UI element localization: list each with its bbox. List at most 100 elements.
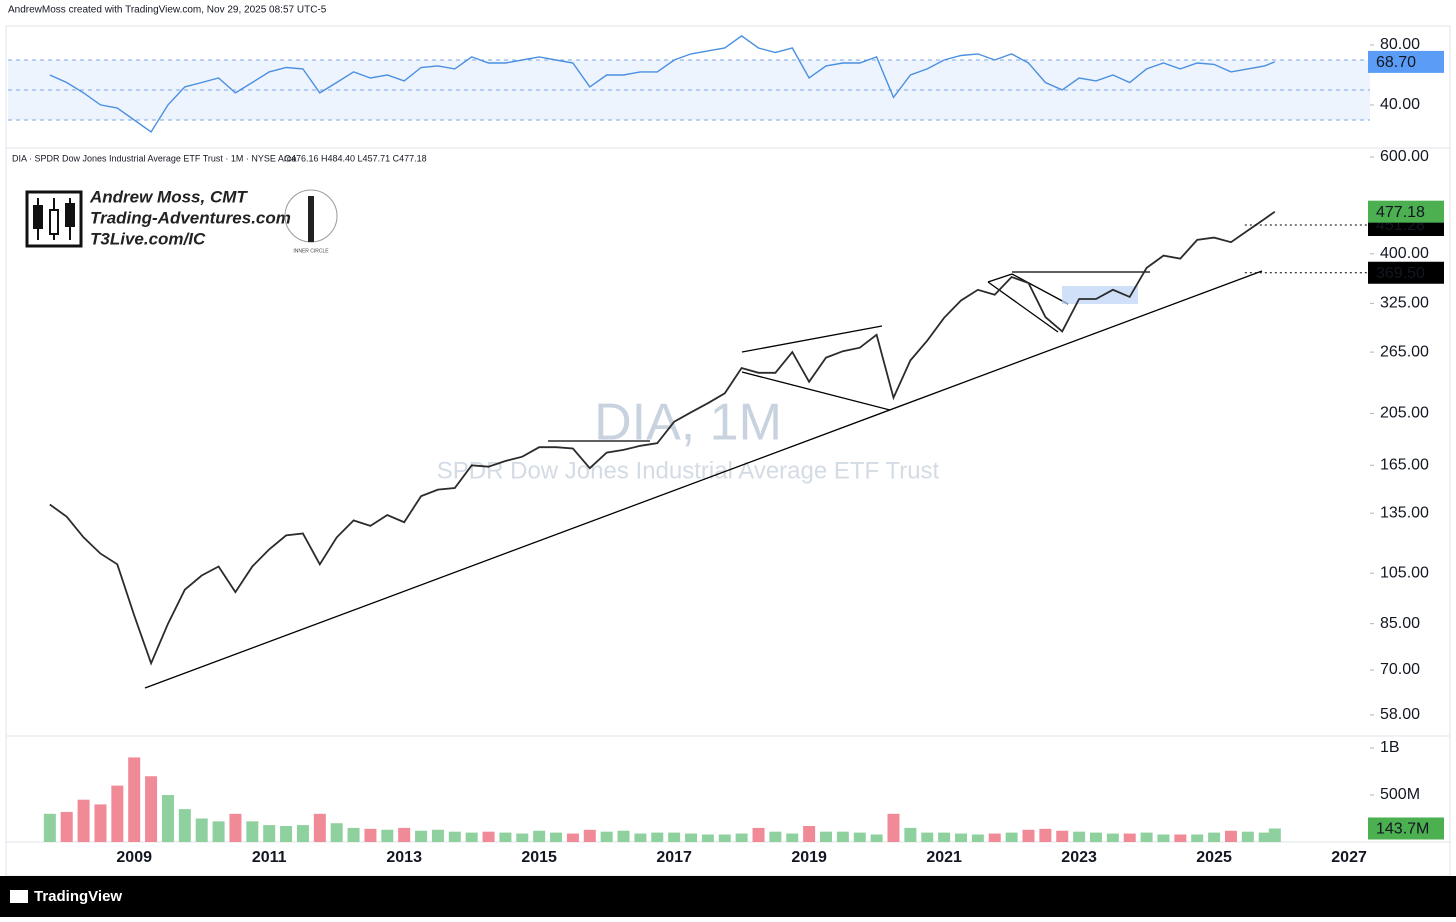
x-tick-label: 2021 (926, 849, 962, 866)
y-tick-label: 80.00 (1380, 36, 1420, 53)
volume-bar (145, 776, 158, 842)
x-tick-label: 2015 (521, 849, 557, 866)
volume-bar (971, 834, 984, 842)
y-tick-label: 70.00 (1380, 661, 1420, 678)
x-tick-label: 2009 (116, 849, 152, 866)
y-tick-label: 85.00 (1380, 615, 1420, 632)
volume-bar (246, 821, 259, 842)
price-last-label-box (1368, 200, 1444, 223)
rsi-last-label-box (1368, 50, 1444, 73)
volume-bar (617, 830, 630, 842)
volume-bar (1241, 831, 1254, 842)
volume-bar (296, 825, 309, 842)
volume-last-label: 143.7M (1376, 821, 1429, 838)
volume-bar (347, 827, 360, 842)
volume-bar (685, 833, 698, 842)
volume-bar (820, 831, 833, 842)
trendline (144, 270, 1263, 689)
volume-bar (718, 834, 731, 842)
price-level-label: 369.50 (1376, 265, 1425, 282)
volume-bar (550, 832, 563, 842)
volume-bar (313, 813, 326, 842)
volume-bar (651, 832, 664, 842)
volume-bar (566, 833, 579, 842)
price-last-label: 477.18 (1376, 204, 1425, 221)
volume-bar (482, 831, 495, 842)
logo-name: Andrew Moss, CMT (89, 187, 248, 206)
y-tick-label: 135.00 (1380, 504, 1429, 521)
volume-bar (161, 795, 174, 842)
volume-bar (1208, 832, 1221, 842)
volume-bar (212, 821, 225, 842)
volume-bar (1073, 831, 1086, 842)
volume-bar (752, 827, 765, 842)
y-tick-label: 265.00 (1380, 343, 1429, 360)
volume-bar (499, 832, 512, 842)
badge-text: INNER CIRCLE (293, 248, 329, 254)
footer-bar (0, 876, 1456, 917)
wedge-side (987, 273, 1013, 283)
x-tick-label: 2023 (1061, 849, 1097, 866)
volume-bar (853, 832, 866, 842)
volume-bar (1191, 834, 1204, 842)
volume-bar (583, 829, 596, 842)
line-series (49, 210, 1276, 666)
volume-bar (870, 834, 883, 842)
volume-bar (43, 813, 56, 842)
volume-bar (600, 831, 613, 842)
volume-bar (229, 813, 242, 842)
volume-bar (178, 809, 191, 842)
y-tick-label: 400.00 (1380, 245, 1429, 262)
x-tick-label: 2019 (791, 849, 827, 866)
volume-bar (1157, 834, 1170, 842)
volume-bar (1039, 828, 1052, 842)
line-series (49, 35, 1276, 133)
volume-bar (533, 830, 546, 842)
volume-bar (921, 832, 934, 842)
volume-bar (668, 832, 681, 842)
volume-bar (1123, 833, 1136, 842)
volume-bar (634, 833, 647, 842)
symbol-title: DIA · SPDR Dow Jones Industrial Average … (12, 153, 296, 163)
volume-bar (954, 833, 967, 842)
footer-icon (10, 890, 28, 903)
credit: AndrewMoss created with TradingView.com,… (8, 5, 327, 16)
logo: Andrew Moss, CMT Trading-Adventures.com … (25, 187, 338, 254)
y-tick-label: 600.00 (1380, 148, 1429, 165)
volume-bar (330, 823, 343, 842)
y-tick-label: 165.00 (1380, 456, 1429, 473)
volume-bar (803, 826, 816, 842)
logo-candles (33, 198, 75, 240)
volume-bar (60, 811, 73, 842)
volume-bar (735, 833, 748, 842)
y-tick-label: 500M (1380, 786, 1420, 803)
badge-letter (308, 196, 314, 242)
ohlc-text: O476.16 H484.40 L457.71 C477.18 (284, 153, 427, 163)
volume-bar (77, 799, 90, 842)
x-tick-label: 2013 (386, 849, 422, 866)
volume-bar (195, 818, 208, 842)
volume-bar (381, 829, 394, 842)
y-tick-label: 205.00 (1380, 405, 1429, 422)
watermark-subtitle: SPDR Dow Jones Industrial Average ETF Tr… (437, 457, 940, 484)
volume-bar (128, 757, 141, 842)
volume-bar (263, 825, 276, 842)
price-level-box (1368, 261, 1444, 284)
logo-link: T3Live.com/IC (90, 229, 206, 248)
wedge-top (1011, 273, 1069, 305)
volume-bar (988, 833, 1001, 842)
volume-bar (516, 833, 529, 842)
volume-bar (1089, 832, 1102, 842)
footer-brand[interactable]: TradingView (34, 888, 122, 905)
volume-bar (364, 828, 377, 842)
volume-bar (94, 804, 107, 842)
logo-site: Trading-Adventures.com (90, 208, 291, 227)
volume-bar (111, 785, 124, 842)
volume-bar (701, 834, 714, 842)
y-tick-label: 1B (1380, 739, 1400, 756)
x-tick-label: 2017 (656, 849, 692, 866)
volume-bar (1022, 829, 1035, 842)
triangle-top (741, 325, 883, 353)
